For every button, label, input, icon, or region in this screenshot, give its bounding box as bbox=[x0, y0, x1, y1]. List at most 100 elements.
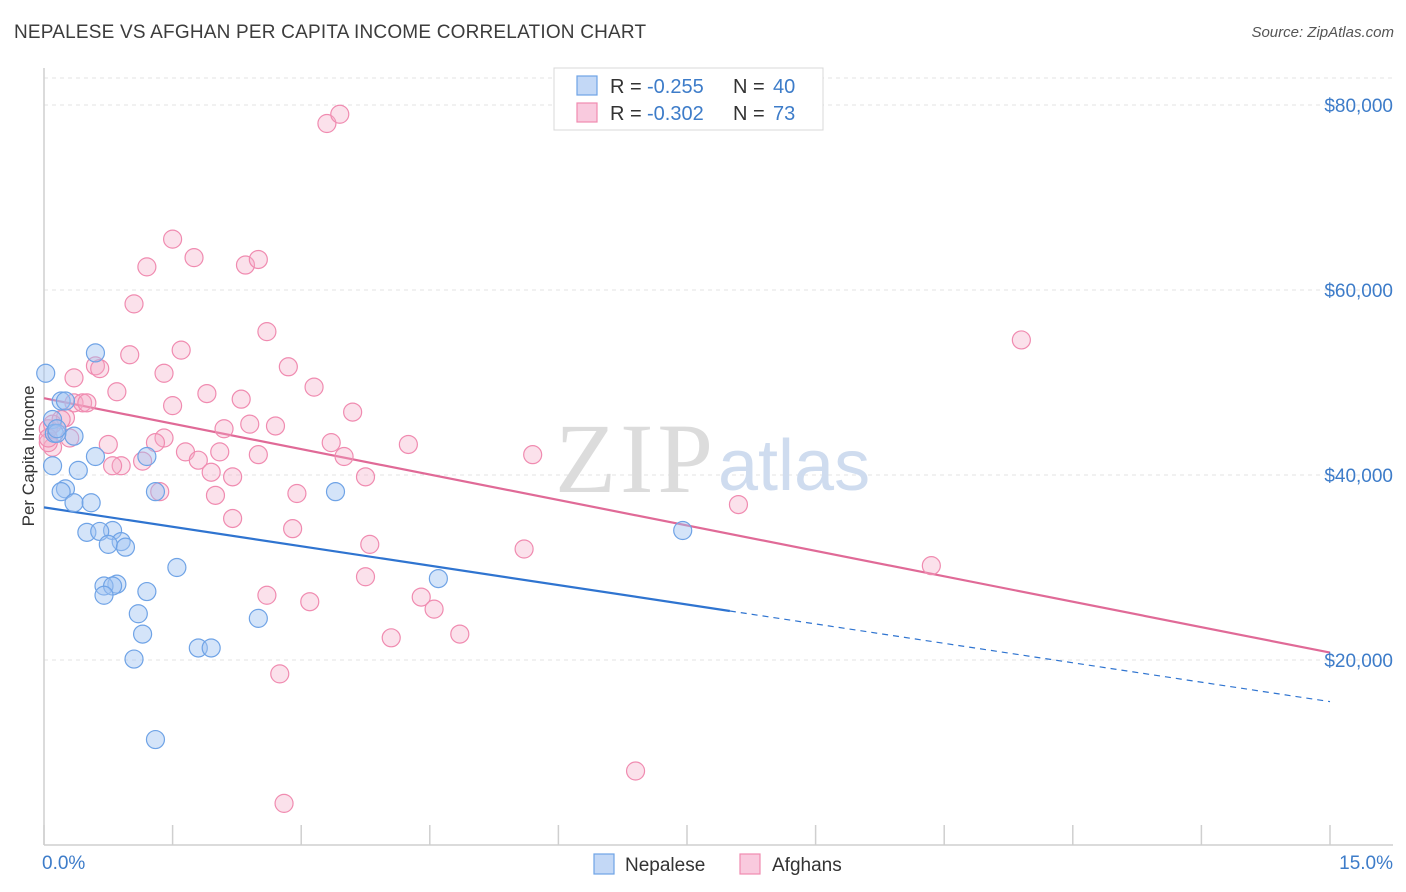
legend-r-value-1: -0.255 bbox=[647, 76, 704, 98]
y-tick-labels: $20,000 $40,000 $60,000 $80,000 bbox=[1324, 96, 1393, 672]
trend-line-nepalese bbox=[43, 506, 731, 613]
point-afghans-43 bbox=[523, 445, 543, 465]
point-afghans-60 bbox=[355, 567, 376, 587]
legend-r-label-2: R = bbox=[610, 103, 642, 125]
legend-box bbox=[553, 67, 824, 131]
series-legend-nepalese: Nepalese bbox=[625, 855, 705, 876]
point-nepalese-12 bbox=[51, 482, 71, 502]
point-nepalese-15 bbox=[64, 493, 84, 513]
legend-swatch-nepalese bbox=[576, 75, 598, 96]
point-afghans-7 bbox=[124, 294, 144, 314]
correlation-legend: R = -0.255 N = 40 R = -0.302 N = 73 bbox=[553, 67, 824, 131]
point-afghans-67 bbox=[270, 664, 290, 684]
point-afghans-19 bbox=[197, 384, 217, 404]
point-afghans-4 bbox=[137, 257, 157, 277]
point-afghans-66 bbox=[450, 624, 470, 644]
point-afghans-3 bbox=[184, 248, 204, 268]
point-nepalese-1 bbox=[85, 343, 106, 363]
trend-line-extension-nepalese bbox=[729, 610, 1331, 703]
point-afghans-2 bbox=[163, 229, 183, 249]
point-afghans-0 bbox=[317, 113, 337, 134]
point-afghans-28 bbox=[265, 416, 286, 436]
point-nepalese-39 bbox=[47, 419, 67, 439]
point-afghans-61 bbox=[257, 585, 277, 605]
point-afghans-69 bbox=[274, 793, 294, 813]
y-tick-label-0: $20,000 bbox=[1324, 651, 1393, 672]
point-afghans-6 bbox=[248, 249, 268, 270]
watermark-atlas: atlas bbox=[718, 426, 870, 506]
point-nepalese-9 bbox=[42, 456, 63, 476]
point-afghans-32 bbox=[154, 428, 174, 448]
x-tick-label-max: 15.0% bbox=[1339, 853, 1393, 874]
point-afghans-37 bbox=[398, 434, 418, 455]
x-ticks bbox=[43, 825, 1331, 845]
point-afghans-68 bbox=[625, 761, 646, 781]
point-afghans-15 bbox=[154, 363, 174, 383]
y-tick-label-1: $40,000 bbox=[1324, 466, 1393, 487]
y-axis-title: Per Capita Income bbox=[19, 386, 38, 527]
point-afghans-65 bbox=[381, 628, 401, 648]
point-nepalese-29 bbox=[94, 585, 114, 605]
gridlines bbox=[44, 77, 1393, 661]
series-legend: Nepalese Afghans bbox=[593, 853, 842, 876]
point-nepalese-24 bbox=[428, 568, 448, 589]
point-afghans-48 bbox=[201, 462, 221, 482]
series-legend-afghans: Afghans bbox=[772, 855, 842, 876]
point-afghans-42 bbox=[334, 446, 354, 467]
point-afghans-54 bbox=[728, 495, 749, 515]
point-afghans-35 bbox=[98, 434, 118, 455]
legend-r-value-2: -0.302 bbox=[647, 103, 704, 125]
point-afghans-24 bbox=[163, 396, 183, 416]
legend-n-label-2: N = bbox=[733, 103, 765, 125]
point-nepalese-21 bbox=[98, 534, 118, 554]
point-afghans-49 bbox=[223, 467, 243, 487]
point-afghans-64 bbox=[424, 599, 444, 619]
series-legend-swatch-nepalese bbox=[593, 853, 615, 875]
point-nepalese-36 bbox=[145, 729, 166, 750]
point-nepalese-8 bbox=[137, 446, 157, 467]
legend-swatch-afghans bbox=[576, 102, 598, 123]
point-nepalese-6 bbox=[64, 426, 84, 446]
point-afghans-41 bbox=[248, 445, 268, 465]
point-afghans-9 bbox=[1011, 330, 1031, 350]
point-nepalese-31 bbox=[248, 608, 268, 628]
point-afghans-58 bbox=[514, 539, 534, 559]
point-afghans-47 bbox=[102, 456, 123, 476]
point-afghans-21 bbox=[72, 393, 93, 413]
point-afghans-50 bbox=[355, 467, 376, 487]
point-afghans-27 bbox=[240, 414, 260, 434]
legend-n-value-1: 40 bbox=[773, 76, 795, 98]
point-afghans-51 bbox=[150, 482, 170, 502]
point-afghans-29 bbox=[214, 419, 234, 439]
point-afghans-63 bbox=[411, 587, 431, 607]
point-nepalese-0 bbox=[36, 363, 56, 383]
point-afghans-55 bbox=[223, 508, 243, 529]
point-afghans-57 bbox=[360, 534, 380, 554]
point-nepalese-34 bbox=[201, 638, 221, 658]
point-nepalese-2 bbox=[51, 391, 71, 411]
point-afghans-18 bbox=[107, 382, 127, 402]
trend-lines bbox=[43, 397, 1331, 703]
point-nepalese-13 bbox=[145, 482, 166, 502]
point-nepalese-3 bbox=[55, 391, 76, 411]
point-afghans-10 bbox=[171, 340, 191, 360]
point-afghans-56 bbox=[283, 519, 303, 539]
point-nepalese-25 bbox=[137, 581, 157, 602]
point-nepalese-23 bbox=[167, 557, 187, 578]
point-afghans-1 bbox=[330, 104, 350, 124]
point-afghans-36 bbox=[321, 433, 341, 453]
point-nepalese-14 bbox=[325, 482, 346, 502]
point-nepalese-37 bbox=[673, 520, 693, 541]
point-afghans-8 bbox=[257, 322, 277, 342]
point-afghans-13 bbox=[90, 359, 110, 379]
point-afghans-45 bbox=[188, 450, 208, 470]
point-afghans-16 bbox=[64, 368, 84, 388]
point-nepalese-22 bbox=[115, 537, 136, 557]
point-afghans-53 bbox=[205, 485, 226, 505]
point-nepalese-30 bbox=[128, 604, 148, 624]
point-afghans-11 bbox=[120, 345, 140, 365]
point-nepalese-7 bbox=[85, 446, 106, 467]
point-afghans-62 bbox=[300, 592, 320, 612]
point-afghans-22 bbox=[77, 393, 97, 413]
